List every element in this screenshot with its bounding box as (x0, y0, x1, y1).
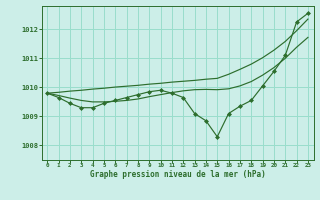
X-axis label: Graphe pression niveau de la mer (hPa): Graphe pression niveau de la mer (hPa) (90, 170, 266, 179)
